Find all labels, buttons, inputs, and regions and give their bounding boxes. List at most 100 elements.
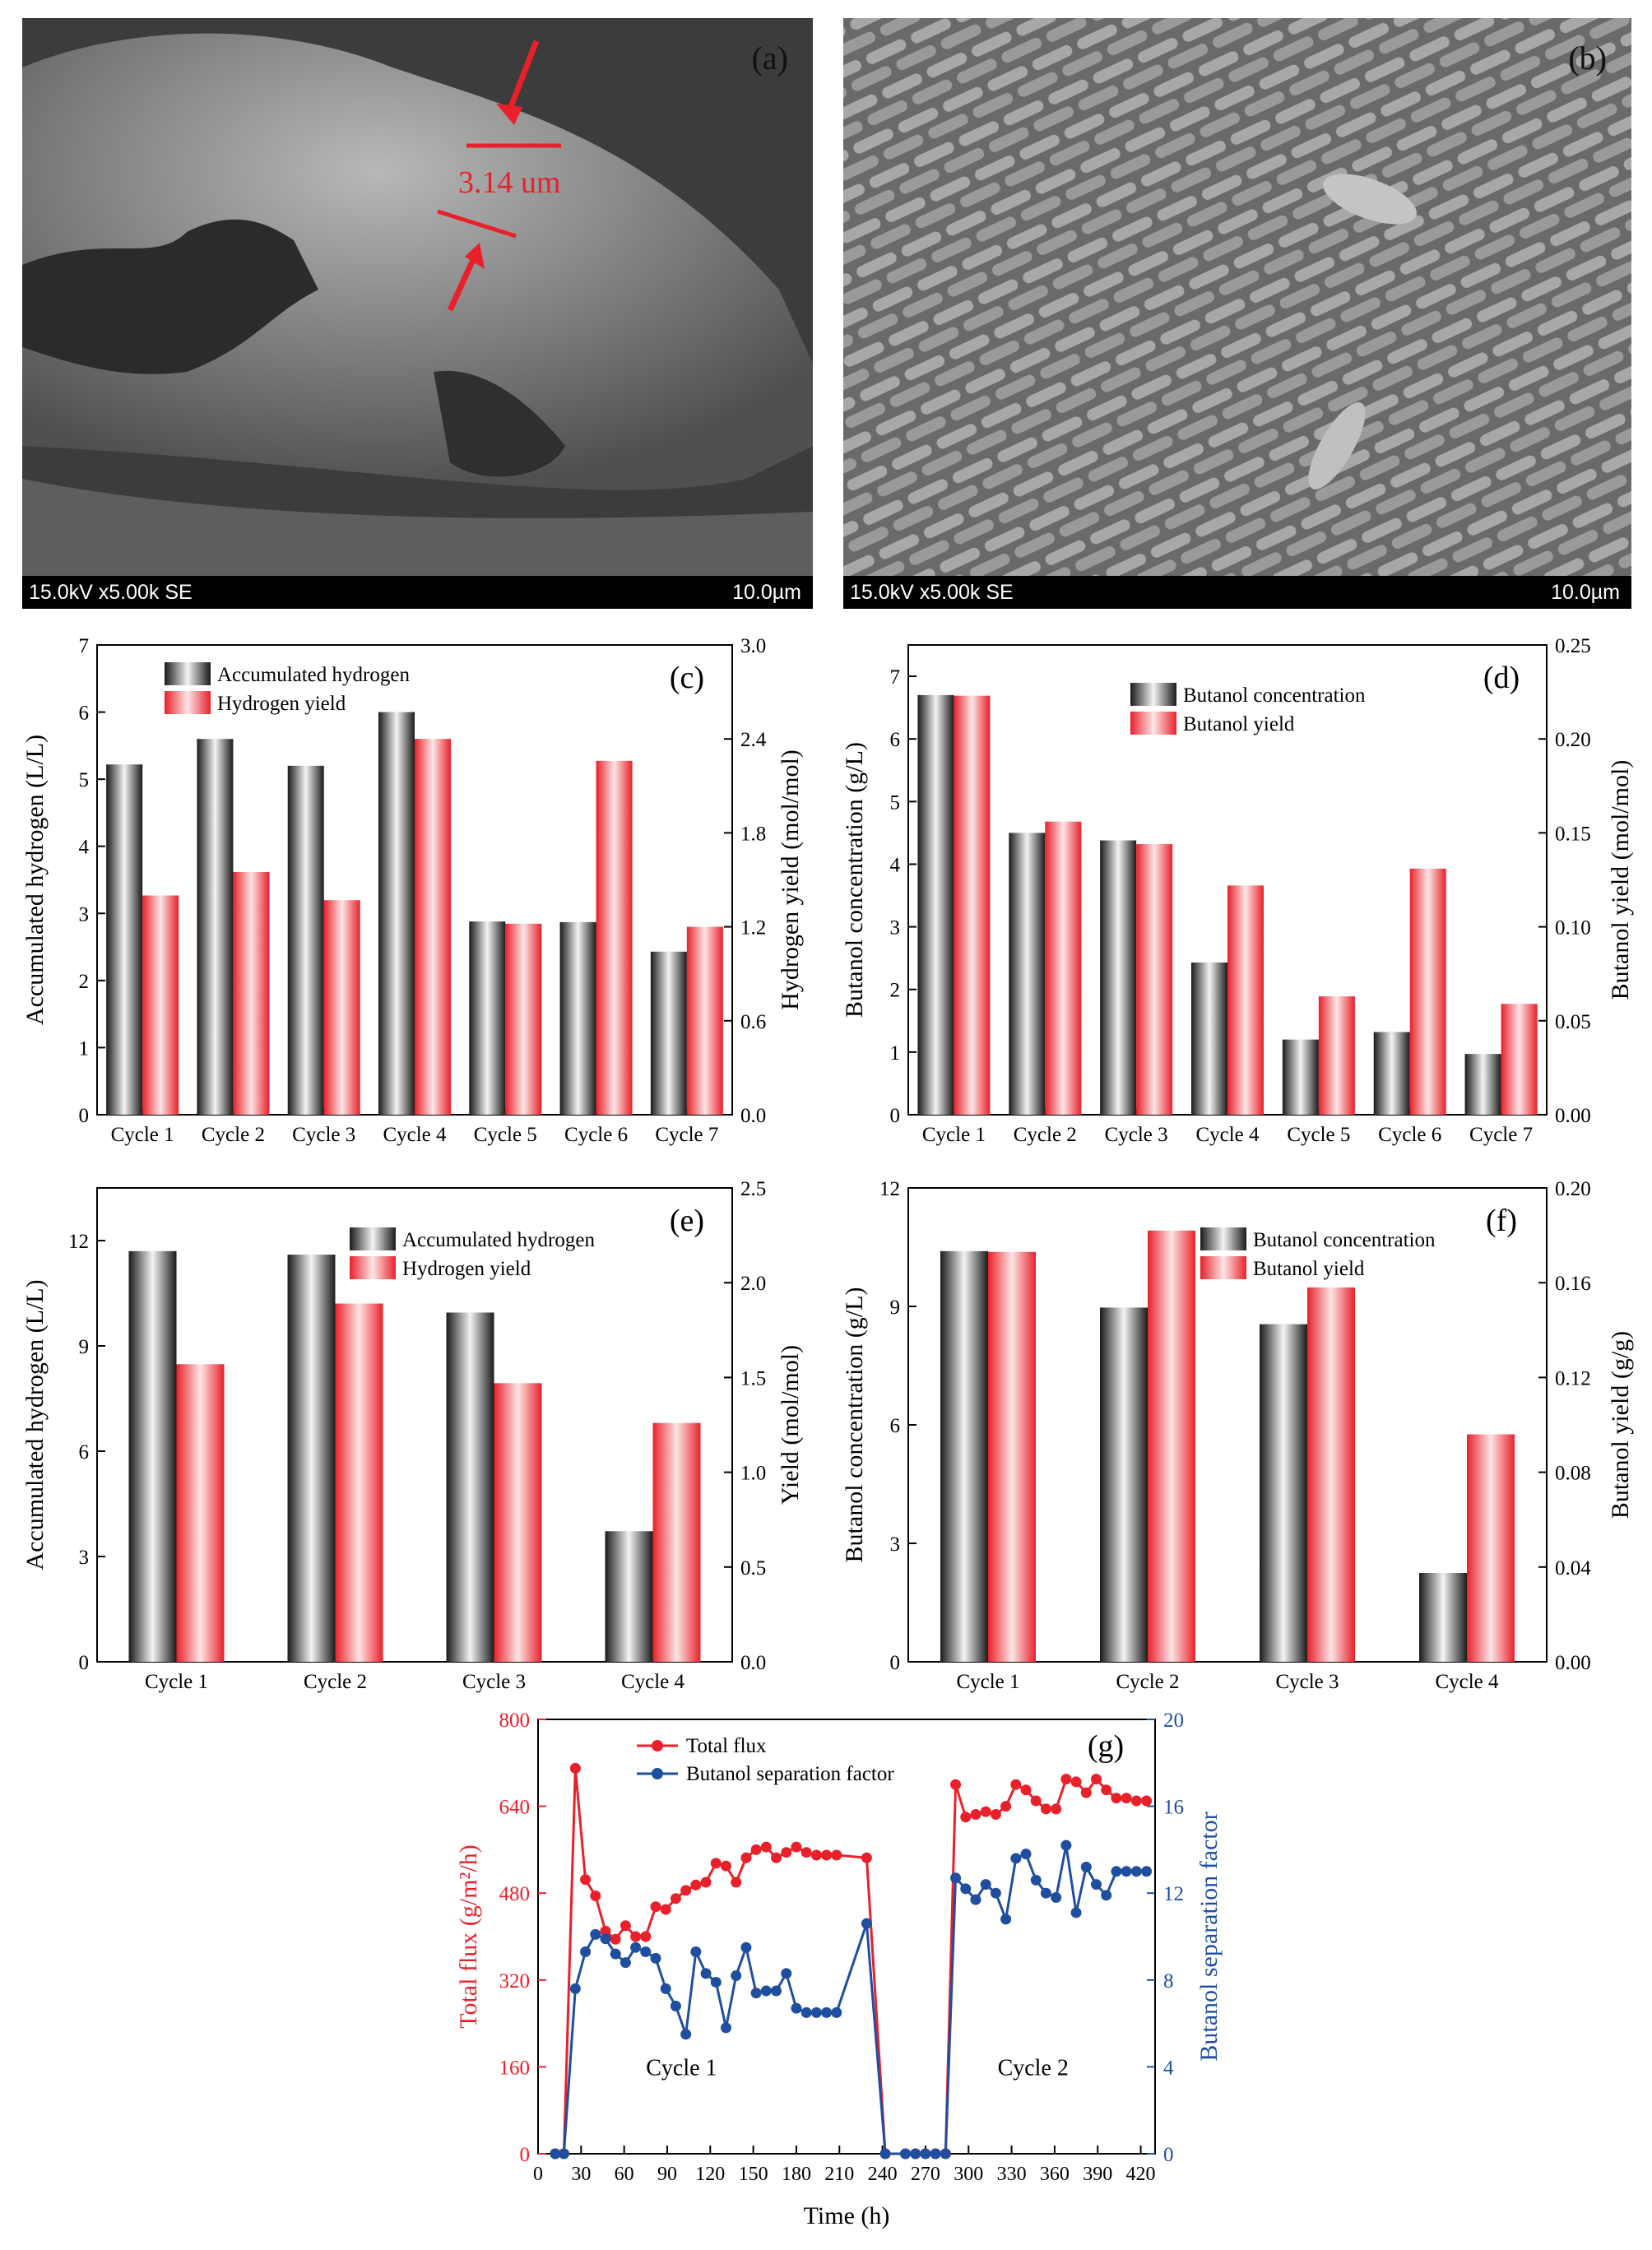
bar-accumulated-hydrogen [469,921,506,1115]
legend-label: Butanol separation factor [686,1763,894,1785]
data-point-butanol-separation-factor [650,1952,661,1964]
x-tick-label: Cycle 2 [1014,1124,1077,1146]
x-tick-label: Cycle 2 [202,1124,265,1146]
bar-butanol-yield [1467,1434,1515,1662]
bar-butanol-concentration [1100,840,1137,1115]
data-point-total-flux [771,1852,782,1863]
x-tick-label: 90 [657,2164,677,2185]
y-right-tick-label: 1.5 [740,1367,766,1389]
y-tick-label: 12 [68,1231,89,1253]
bar-hydrogen-yield [323,900,360,1115]
data-point-butanol-separation-factor [1060,1839,1072,1851]
bar-butanol-yield [1227,885,1264,1115]
data-point-total-flux [950,1779,962,1790]
sem-scale-a: 10.0µm [732,581,801,604]
data-point-butanol-separation-factor [791,2002,802,2014]
data-point-butanol-separation-factor [760,1985,772,1997]
legend-swatch [165,691,211,714]
data-point-total-flux [1080,1787,1092,1798]
bar-hydrogen-yield [233,871,270,1115]
legend-swatch [1130,683,1176,706]
y-right-tick-label: 0.15 [1555,823,1591,845]
data-point-butanol-separation-factor [781,1968,792,1979]
data-point-butanol-separation-factor [1111,1866,1122,1877]
data-point-total-flux [710,1858,722,1869]
x-axis-title: Time (h) [804,2202,890,2229]
data-point-butanol-separation-factor [940,2148,951,2160]
data-point-total-flux [700,1877,712,1888]
x-tick-label: 420 [1126,2164,1156,2185]
panel-label: (g) [1088,1729,1124,1764]
legend-swatch [350,1256,396,1279]
x-tick-label: 210 [824,2164,854,2185]
data-point-total-flux [760,1841,772,1853]
y-right-tick-label: 0.10 [1555,917,1591,939]
data-point-butanol-separation-factor [960,1883,972,1895]
y-right-axis-title: Butanol yield (mol/mol) [1607,760,1634,1000]
data-point-total-flux [680,1885,692,1896]
y-tick-label: 3 [890,1533,901,1556]
legend-swatch [1130,712,1176,735]
bar-hydrogen-yield [505,923,542,1115]
x-tick-label: Cycle 3 [1105,1124,1168,1146]
bar-butanol-yield [1501,1004,1538,1115]
y-tick-label: 6 [890,729,901,751]
data-point-butanol-separation-factor [1101,1890,1112,1901]
panel-label: (e) [670,1204,704,1238]
data-point-total-flux [650,1901,661,1913]
y-tick-label: 6 [890,1415,901,1437]
y-right-tick-label: 0.25 [1555,635,1591,657]
y-right-tick-label: 8 [1163,1970,1174,1993]
data-point-total-flux [590,1890,601,1901]
cycle-annotation: Cycle 2 [998,2055,1069,2081]
data-point-total-flux [610,1933,621,1945]
data-point-total-flux [580,1874,592,1886]
y-tick-label: 5 [79,769,90,791]
y-right-tick-label: 16 [1163,1797,1184,1819]
x-tick-label: Cycle 4 [1195,1124,1260,1146]
data-point-total-flux [1000,1801,1012,1812]
data-point-total-flux [569,1762,581,1774]
y-tick-label: 800 [499,1710,531,1732]
data-point-total-flux [670,1893,681,1904]
data-point-total-flux [810,1849,822,1861]
data-point-total-flux [1030,1795,1042,1807]
data-point-total-flux [1130,1795,1142,1807]
x-tick-label: Cycle 7 [1469,1124,1533,1146]
legend-label: Butanol concentration [1253,1229,1436,1251]
x-tick-label: 360 [1040,2164,1070,2185]
y-tick-label: 2 [79,971,90,993]
data-point-butanol-separation-factor [620,1957,631,1969]
sem-texture-b [843,18,1631,609]
x-tick-label: Cycle 5 [474,1124,537,1146]
y-right-tick-label: 0.0 [740,1652,766,1674]
data-point-butanol-separation-factor [1040,1887,1051,1899]
data-point-total-flux [1040,1803,1051,1815]
x-tick-label: Cycle 4 [1435,1671,1499,1693]
x-tick-label: Cycle 1 [111,1124,174,1146]
data-point-total-flux [1090,1774,1102,1785]
y-axis-title: Accumulated hydrogen (L/L) [21,735,49,1025]
data-point-butanol-separation-factor [710,1976,722,1988]
panel-label: (f) [1486,1204,1517,1238]
data-point-butanol-separation-factor [831,2006,842,2018]
x-tick-label: Cycle 3 [292,1124,355,1146]
y-tick-label: 4 [890,854,901,876]
data-point-total-flux [640,1931,652,1942]
x-tick-label: Cycle 2 [1116,1671,1179,1693]
data-point-butanol-separation-factor [580,1946,592,1957]
data-point-butanol-separation-factor [1070,1907,1082,1918]
legend-marker [652,1768,663,1779]
data-point-butanol-separation-factor [821,2006,833,2018]
data-point-total-flux [740,1852,752,1863]
y-right-tick-label: 0.05 [1555,1011,1591,1033]
y-tick-label: 7 [79,635,90,657]
x-tick-label: 0 [533,2164,543,2185]
y-right-tick-label: 0.0 [740,1105,766,1127]
legend-label: Accumulated hydrogen [402,1229,595,1251]
y-tick-label: 4 [79,837,90,859]
y-tick-label: 3 [890,917,901,939]
bar-accumulated-hydrogen [287,765,324,1115]
y-right-tick-label: 1.8 [740,823,766,845]
bar-hydrogen-yield [415,739,451,1115]
